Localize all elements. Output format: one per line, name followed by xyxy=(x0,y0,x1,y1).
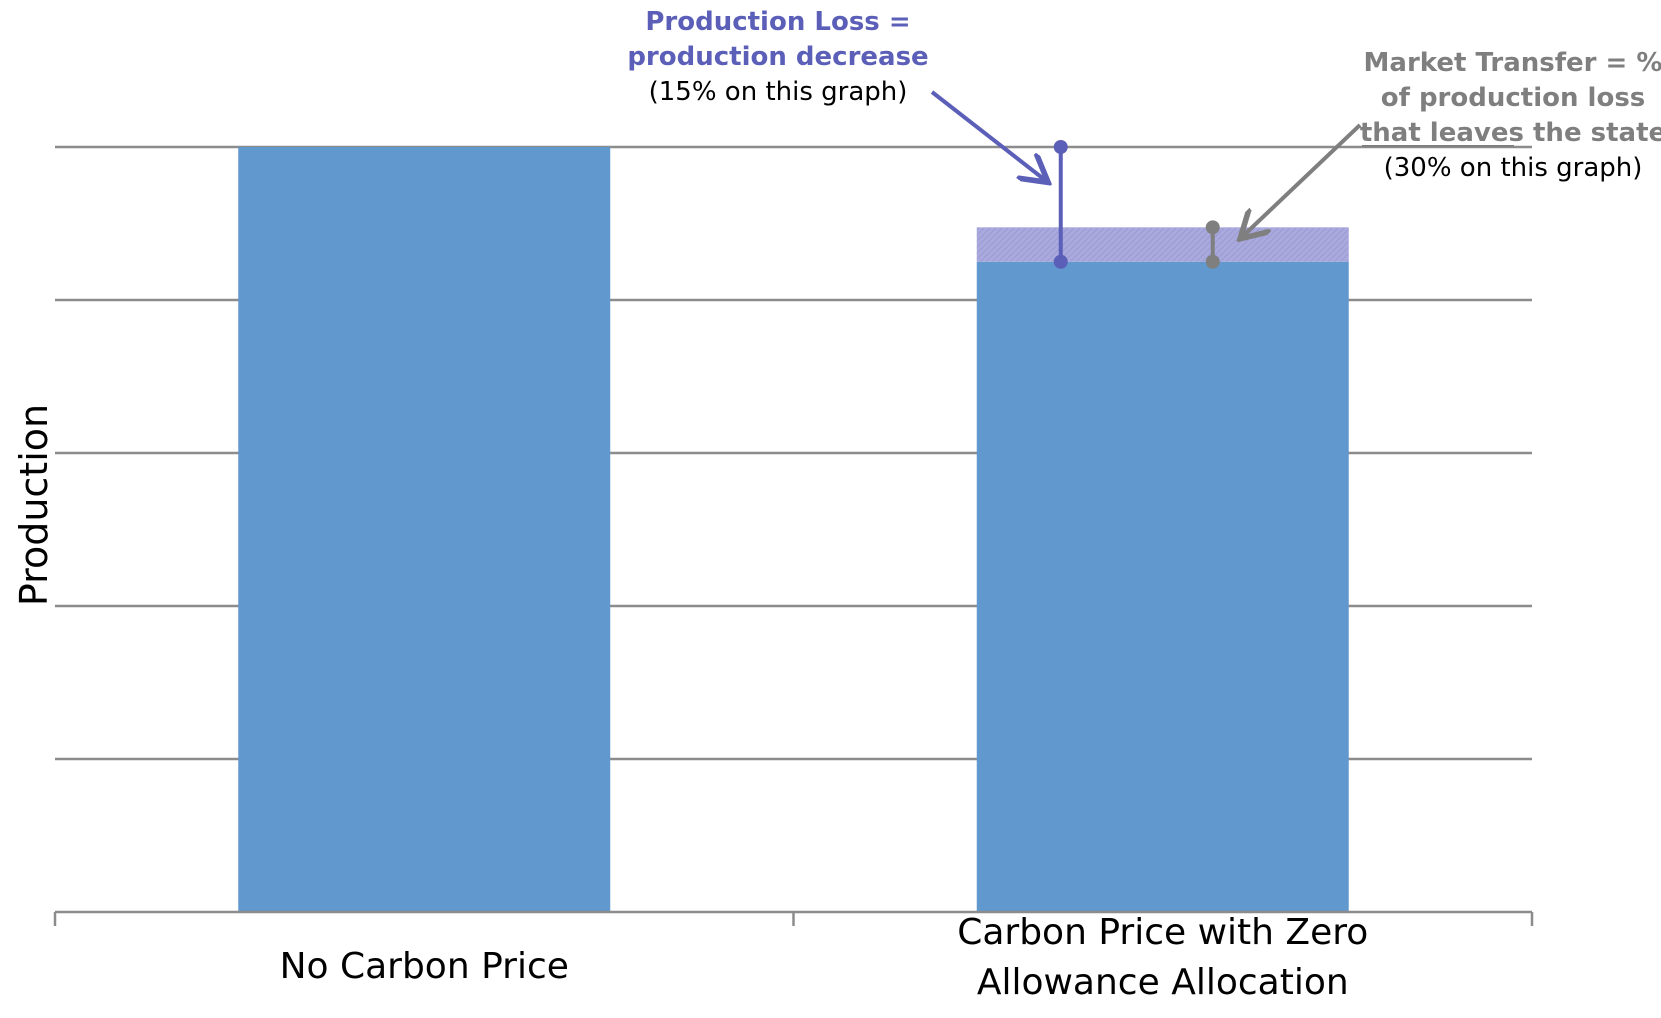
annotation-market-transfer: Market Transfer = % of production loss tha… xyxy=(1205,48,1661,269)
bars xyxy=(238,147,1349,912)
bar xyxy=(976,261,1349,912)
annotation-production-loss: Production Loss = production decrease (15%… xyxy=(627,7,1068,269)
annotation-text: Market Transfer = % xyxy=(1364,48,1661,78)
x-tick-label: No Carbon Price xyxy=(280,946,569,987)
x-tick-label: Allowance Allocation xyxy=(977,962,1349,1003)
annotation-text: (15% on this graph) xyxy=(649,77,908,107)
bar xyxy=(238,147,611,912)
bar-stack-segment xyxy=(976,227,1349,262)
x-axis xyxy=(53,910,1534,926)
annotation-text: production decrease xyxy=(627,42,928,72)
annotation-arrow xyxy=(930,90,1045,180)
annotation-bracket-end xyxy=(1205,254,1220,269)
annotations: Production Loss = production decrease (15%… xyxy=(627,7,1661,269)
annotation-bracket-end xyxy=(1053,254,1068,269)
x-tick-labels: No Carbon Price Carbon Price with Zero All… xyxy=(280,912,1369,1003)
annotation-bracket-end xyxy=(1205,220,1220,235)
annotation-text: (30% on this graph) xyxy=(1384,153,1643,183)
annotation-text: that leaves the state xyxy=(1360,118,1661,148)
x-tick-label: Carbon Price with Zero xyxy=(957,912,1368,953)
y-axis-label: Production xyxy=(12,404,56,606)
annotation-bracket-end xyxy=(1053,140,1068,154)
annotation-text: of production loss xyxy=(1381,83,1646,113)
annotation-arrow xyxy=(1243,123,1362,236)
annotation-text: Production Loss = xyxy=(645,7,910,37)
